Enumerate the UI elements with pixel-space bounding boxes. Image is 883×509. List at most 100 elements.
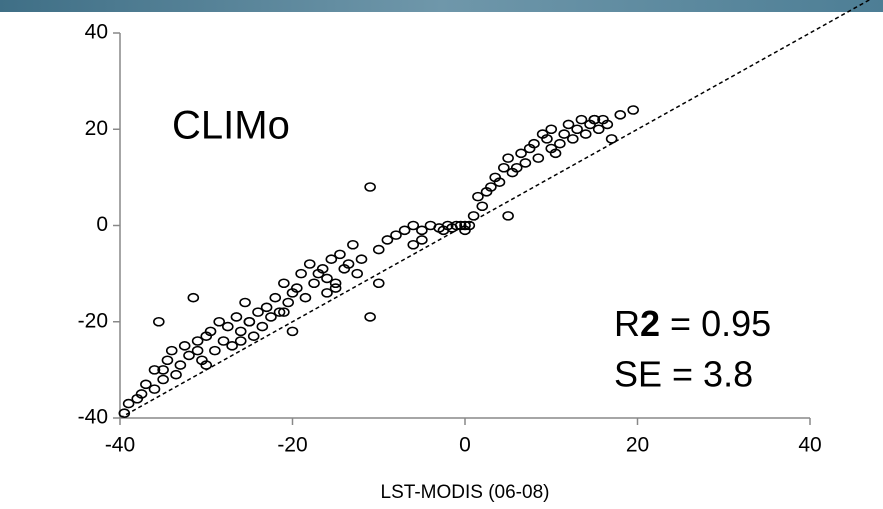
point [347, 239, 359, 250]
point [575, 114, 588, 125]
point [282, 297, 294, 308]
point [247, 331, 260, 341]
point [148, 384, 161, 394]
point [200, 360, 213, 370]
point [161, 355, 174, 366]
point [278, 307, 290, 317]
point [407, 220, 420, 231]
point [122, 398, 135, 409]
point [265, 312, 277, 322]
point [502, 211, 514, 221]
point [286, 326, 299, 337]
point [118, 408, 131, 418]
y-tick-label: 20 [85, 117, 108, 140]
point [252, 307, 264, 317]
point [364, 182, 376, 192]
point [308, 278, 320, 289]
point [493, 177, 506, 187]
point [541, 134, 553, 144]
point [295, 268, 307, 279]
point [303, 259, 316, 269]
y-tick-label: 0 [96, 213, 108, 236]
point [554, 138, 566, 149]
point [579, 129, 592, 139]
point [273, 307, 286, 317]
point [459, 220, 471, 231]
point [329, 278, 342, 289]
y-tick-label: -20 [78, 309, 108, 332]
point [571, 124, 583, 135]
point [601, 119, 614, 130]
model-label: CLIMo [172, 104, 290, 148]
point [135, 389, 148, 399]
x-tick-label: -40 [105, 434, 135, 457]
point [260, 302, 273, 313]
point [416, 235, 428, 245]
point [165, 345, 178, 356]
point [234, 326, 247, 337]
point [222, 321, 234, 332]
point [588, 114, 601, 125]
point [243, 316, 256, 327]
point [204, 326, 217, 337]
point [234, 336, 247, 346]
point [472, 191, 484, 202]
point [321, 288, 333, 298]
point [364, 312, 376, 322]
point [407, 239, 420, 250]
point [187, 292, 200, 303]
point [372, 244, 385, 255]
point [545, 143, 558, 154]
point [230, 312, 243, 322]
point [256, 321, 269, 332]
point [269, 292, 282, 303]
point [467, 211, 480, 221]
point [510, 162, 523, 173]
point [592, 124, 605, 135]
point [355, 254, 368, 264]
point [153, 316, 165, 327]
point [325, 254, 338, 264]
point [140, 379, 152, 390]
point [148, 365, 161, 375]
r2-part: = 0.95 [670, 303, 771, 344]
r2-label: R2 = 0.95 [614, 303, 771, 344]
header-strip [0, 0, 883, 12]
x-tick-label: 40 [798, 434, 821, 457]
point [278, 278, 290, 289]
point [545, 124, 558, 135]
point [342, 259, 355, 269]
y-tick-label: 40 [85, 21, 108, 44]
point [316, 264, 329, 274]
point [170, 369, 182, 380]
point [605, 134, 618, 144]
point [157, 374, 169, 385]
point [567, 134, 579, 144]
point [532, 153, 545, 163]
point [485, 182, 497, 192]
point [209, 345, 221, 356]
point [351, 268, 363, 279]
point [372, 278, 385, 289]
point [183, 350, 195, 361]
point [528, 138, 540, 149]
point [191, 345, 204, 356]
point [213, 316, 225, 327]
point [329, 283, 342, 293]
x-tick-label: -20 [277, 434, 307, 457]
point [502, 153, 514, 163]
point [416, 225, 428, 236]
se-label: SE = 3.8 [614, 354, 753, 395]
x-axis-label: LST-MODIS (06-08) [381, 482, 550, 503]
point [334, 249, 346, 260]
point [157, 365, 169, 375]
point [627, 105, 639, 115]
point [519, 158, 532, 168]
point [398, 225, 411, 236]
point [463, 220, 476, 231]
point [381, 235, 394, 245]
point [217, 336, 230, 346]
point [291, 283, 303, 293]
